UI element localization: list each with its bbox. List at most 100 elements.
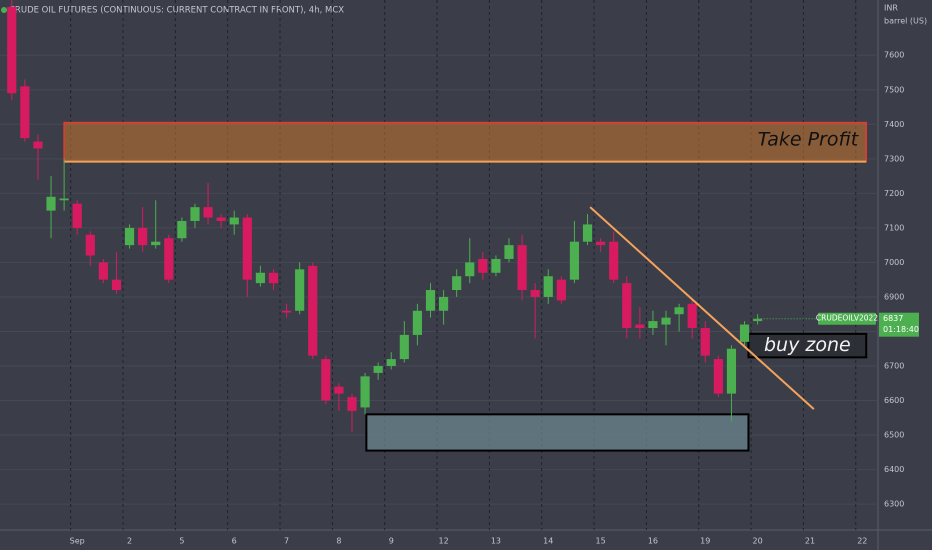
candle-body bbox=[465, 262, 475, 277]
candle-body bbox=[726, 348, 737, 394]
x-tick-label: 6 bbox=[232, 537, 237, 546]
buy-range-zone bbox=[365, 413, 750, 452]
candle-body bbox=[72, 203, 82, 228]
candle-body bbox=[138, 227, 148, 246]
candle-body bbox=[609, 241, 619, 280]
candle-body bbox=[739, 324, 750, 342]
y-tick-label: 7000 bbox=[884, 258, 904, 267]
candle-body bbox=[622, 283, 632, 329]
x-tick-label: 9 bbox=[389, 537, 394, 546]
candle-body bbox=[85, 234, 95, 256]
countdown: 01:18:40 bbox=[883, 325, 919, 334]
currency: INR bbox=[884, 4, 898, 13]
y-tick-label: 7300 bbox=[884, 154, 904, 163]
candle-body bbox=[177, 220, 187, 239]
candle-body bbox=[229, 217, 239, 225]
zone-label: buy zone bbox=[764, 334, 851, 356]
candle-body bbox=[635, 324, 645, 329]
candle-body bbox=[753, 318, 763, 322]
grid bbox=[0, 0, 878, 530]
x-tick-label: 2 bbox=[127, 537, 132, 546]
candle-body bbox=[556, 279, 566, 301]
candle-body bbox=[98, 262, 108, 280]
candle-body bbox=[216, 217, 226, 221]
candle-body bbox=[321, 359, 331, 401]
x-tick-label: 12 bbox=[438, 537, 448, 546]
candle-body bbox=[308, 265, 318, 356]
candle-body bbox=[347, 397, 357, 411]
y-tick-label: 6700 bbox=[884, 361, 904, 370]
status-dot bbox=[1, 7, 7, 13]
symbol-tag-bg bbox=[818, 312, 876, 325]
candle-body bbox=[242, 217, 252, 280]
candle-body bbox=[190, 207, 200, 221]
x-tick-label: 8 bbox=[336, 537, 341, 546]
x-tick-label: 7 bbox=[284, 537, 289, 546]
x-tick-label: 22 bbox=[857, 537, 867, 546]
candle-body bbox=[203, 207, 213, 218]
trend-line bbox=[589, 206, 815, 410]
candle-body bbox=[674, 307, 684, 315]
candle-body bbox=[255, 272, 265, 284]
y-tick-label: 6900 bbox=[884, 292, 904, 301]
candle-body bbox=[687, 303, 697, 329]
zone-label: Take Profit bbox=[758, 129, 860, 151]
candle-body bbox=[124, 227, 135, 246]
x-tick-label: 5 bbox=[179, 537, 184, 546]
y-tick-label: 6500 bbox=[884, 431, 904, 440]
chart-title: CRUDE OIL FUTURES (CONTINUOUS: CURRENT C… bbox=[9, 6, 344, 16]
candle-body bbox=[399, 334, 409, 360]
candle-body bbox=[504, 245, 514, 259]
candle-body bbox=[700, 328, 710, 356]
candle-body bbox=[151, 241, 161, 246]
candle-body bbox=[20, 86, 30, 139]
candle-body bbox=[452, 276, 462, 291]
candle-body bbox=[59, 198, 69, 201]
candle-body bbox=[478, 258, 488, 273]
y-tick-label: 6300 bbox=[884, 500, 904, 509]
y-tick-label: 7600 bbox=[884, 51, 904, 60]
unit: barrel (US) bbox=[884, 17, 927, 26]
candle-body bbox=[530, 290, 540, 297]
candle-body bbox=[111, 279, 122, 291]
candle-body bbox=[425, 290, 436, 311]
candle-body bbox=[46, 196, 56, 211]
symbol-tag: CRUDEOILV2022 bbox=[816, 314, 878, 323]
x-tick-label: 16 bbox=[648, 537, 658, 546]
y-tick-label: 6400 bbox=[884, 465, 904, 474]
y-tick-label: 6600 bbox=[884, 396, 904, 405]
buy-zone-box bbox=[747, 332, 868, 359]
candle-body bbox=[281, 310, 292, 313]
y-tick-label: 7100 bbox=[884, 223, 904, 232]
candle-body bbox=[569, 241, 580, 280]
candle-body bbox=[386, 359, 396, 366]
candle-body bbox=[543, 276, 553, 297]
candle-body bbox=[33, 141, 43, 149]
candle-body bbox=[373, 365, 383, 373]
candle-body bbox=[412, 310, 422, 335]
candle-body bbox=[360, 376, 370, 408]
x-tick-label: Sep bbox=[70, 537, 85, 546]
price-tag-bg bbox=[879, 312, 919, 337]
x-tick-label: 21 bbox=[805, 537, 815, 546]
x-tick-label: 15 bbox=[596, 537, 606, 546]
candle-body bbox=[295, 269, 305, 311]
x-tick-label: 20 bbox=[753, 537, 763, 546]
y-tick-label: 7400 bbox=[884, 120, 904, 129]
x-tick-label: 13 bbox=[491, 537, 501, 546]
candle-body bbox=[661, 317, 671, 325]
x-tick-label: 14 bbox=[543, 537, 553, 546]
take-profit-zone bbox=[63, 121, 867, 163]
candle-body bbox=[268, 272, 279, 284]
y-tick-label: 7500 bbox=[884, 85, 904, 94]
candle-body bbox=[517, 245, 527, 291]
candle-body bbox=[491, 258, 501, 273]
candle-body bbox=[439, 296, 449, 311]
candle-body bbox=[164, 238, 174, 280]
y-tick-label: 7200 bbox=[884, 189, 904, 198]
price-tag: 6837 bbox=[883, 314, 903, 323]
candle-body bbox=[582, 224, 593, 242]
candle-body bbox=[713, 359, 723, 394]
candle-body bbox=[596, 241, 606, 246]
